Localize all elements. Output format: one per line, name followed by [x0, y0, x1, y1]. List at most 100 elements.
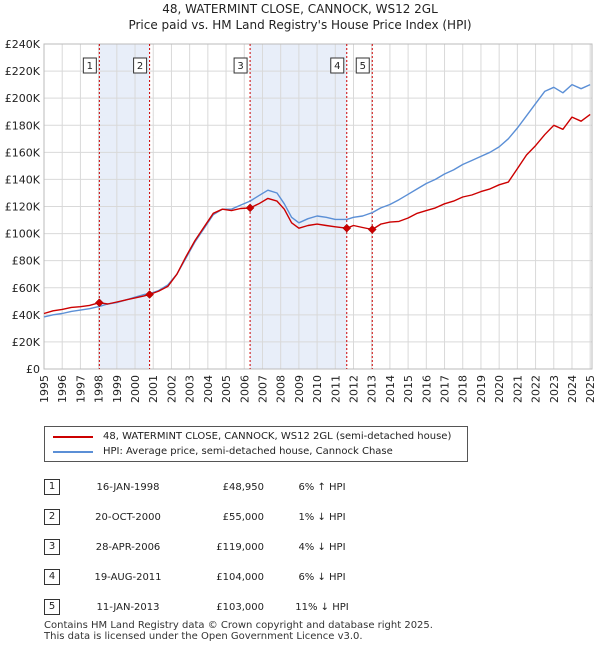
- x-tick-label: 2014: [384, 375, 397, 403]
- x-tick-label: 2013: [366, 375, 379, 403]
- x-tick-label: 2017: [439, 375, 452, 403]
- transaction-price: £55,000: [222, 511, 264, 523]
- x-tick-label: 2016: [420, 375, 433, 403]
- legend-swatch-property: [53, 436, 93, 438]
- legend-label-hpi: HPI: Average price, semi-detached house,…: [103, 446, 393, 457]
- transaction-number: 2: [44, 509, 60, 525]
- transaction-date: 19-AUG-2011: [94, 571, 162, 583]
- y-tick-label: £100K: [5, 228, 41, 241]
- sale-label-number: 5: [360, 61, 366, 72]
- transaction-row: 5 11-JAN-2013 £103,000 11% ↓ HPI: [44, 592, 380, 622]
- x-tick-label: 2010: [311, 375, 324, 403]
- chart-title: 48, WATERMINT CLOSE, CANNOCK, WS12 2GL: [162, 2, 438, 16]
- footer-licence: This data is licensed under the Open Gov…: [44, 631, 363, 642]
- x-tick-label: 2009: [293, 375, 306, 403]
- transaction-number: 1: [44, 479, 60, 495]
- y-tick-label: £40K: [12, 309, 41, 322]
- plot-border: [43, 43, 593, 370]
- transaction-price: £104,000: [216, 571, 264, 583]
- legend-label-property: 48, WATERMINT CLOSE, CANNOCK, WS12 2GL (…: [103, 431, 452, 442]
- x-tick-label: 2022: [530, 375, 543, 403]
- chart-subtitle: Price paid vs. HM Land Registry's House …: [128, 18, 472, 32]
- x-tick-label: 2004: [202, 375, 215, 403]
- x-tick-label: 2020: [493, 375, 506, 403]
- hpi-line: [43, 83, 591, 318]
- x-tick-label: 2007: [256, 375, 269, 403]
- sale-label-box: [355, 57, 370, 74]
- transaction-hpi-diff: 1% ↓ HPI: [298, 511, 346, 523]
- x-tick-label: 2005: [220, 375, 233, 403]
- transaction-hpi-diff: 4% ↓ HPI: [298, 541, 346, 553]
- grid: [43, 43, 593, 370]
- y-axis: £0 £20K £40K £60K £80K £100K £120K £140K £160K £1…: [5, 38, 41, 376]
- transaction-price: £119,000: [216, 541, 264, 553]
- transaction-price: £103,000: [216, 601, 264, 613]
- x-tick-label: 1998: [93, 375, 106, 403]
- x-tick-label: 2001: [147, 375, 160, 403]
- transaction-hpi-diff: 6% ↓ HPI: [298, 571, 346, 583]
- x-tick-label: 2015: [402, 375, 415, 403]
- footer: Contains HM Land Registry data © Crown c…: [44, 620, 433, 642]
- legend: 48, WATERMINT CLOSE, CANNOCK, WS12 2GL (…: [44, 426, 468, 462]
- x-tick-label: 2006: [238, 375, 251, 403]
- transaction-date: 11-JAN-2013: [96, 601, 160, 613]
- x-tick-label: 1997: [74, 375, 87, 403]
- legend-swatch-hpi: [53, 451, 93, 453]
- x-tick-label: 2019: [475, 375, 488, 403]
- x-tick-label: 1995: [38, 375, 51, 403]
- y-tick-label: £120K: [5, 201, 41, 214]
- transaction-row: 4 19-AUG-2011 £104,000 6% ↓ HPI: [44, 562, 380, 592]
- y-tick-label: £200K: [5, 92, 41, 105]
- sale-point: [245, 203, 255, 213]
- sale-labels: 1 2 3 4 5: [82, 57, 370, 74]
- y-tick-label: £20K: [12, 336, 41, 349]
- transaction-number: 4: [44, 569, 60, 585]
- x-tick-label: 2012: [348, 375, 361, 403]
- transaction-row: 3 28-APR-2006 £119,000 4% ↓ HPI: [44, 532, 380, 562]
- sale-label-number: 2: [137, 61, 143, 72]
- x-tick-label: 2003: [184, 375, 197, 403]
- transaction-row: 1 16-JAN-1998 £48,950 6% ↑ HPI: [44, 472, 380, 502]
- y-tick-label: £60K: [12, 282, 41, 295]
- transaction-price: £48,950: [222, 481, 264, 493]
- sale-label-box: [82, 57, 97, 74]
- transaction-number: 5: [44, 599, 60, 615]
- x-tick-label: 2023: [548, 375, 561, 403]
- x-tick-label: 1999: [111, 375, 124, 403]
- transaction-date: 16-JAN-1998: [96, 481, 160, 493]
- x-tick-label: 2018: [457, 375, 470, 403]
- x-tick-label: 2025: [584, 375, 597, 403]
- x-tick-label: 2021: [511, 375, 524, 403]
- transaction-number: 3: [44, 539, 60, 555]
- y-tick-label: £140K: [5, 173, 41, 186]
- y-tick-label: £80K: [12, 255, 41, 268]
- transaction-date: 20-OCT-2000: [95, 511, 161, 523]
- sale-point: [342, 223, 352, 233]
- sale-label-box: [330, 57, 345, 74]
- sale-point: [367, 225, 377, 234]
- y-tick-label: £160K: [5, 146, 41, 159]
- x-tick-label: 2011: [329, 375, 342, 403]
- sale-label-number: 1: [87, 61, 93, 72]
- sale-point: [94, 298, 104, 308]
- y-tick-label: £240K: [5, 38, 41, 51]
- transaction-hpi-diff: 11% ↓ HPI: [295, 601, 349, 613]
- footer-copyright: Contains HM Land Registry data © Crown c…: [44, 620, 433, 631]
- x-tick-label: 2002: [165, 375, 178, 403]
- series-lines: [43, 83, 591, 318]
- transaction-date: 28-APR-2006: [95, 541, 161, 553]
- x-axis: 1995 1996 1997 1998 1999 2000 2001 2002 2003 2004…: [38, 375, 597, 403]
- sale-label-number: 3: [237, 61, 243, 72]
- x-tick-label: 1996: [56, 375, 69, 403]
- sale-points: [94, 203, 377, 308]
- y-tick-label: £180K: [5, 119, 41, 132]
- sale-point: [145, 290, 154, 299]
- property-line: [43, 113, 591, 315]
- y-tick-label: £0: [26, 363, 40, 376]
- sale-label-box: [133, 57, 148, 74]
- x-tick-label: 2008: [275, 375, 288, 403]
- y-tick-label: £220K: [5, 65, 41, 78]
- transactions-table: 1 16-JAN-1998 £48,950 6% ↑ HPI 2 20-OCT-2000 £…: [44, 472, 380, 622]
- sale-label-number: 4: [334, 61, 340, 72]
